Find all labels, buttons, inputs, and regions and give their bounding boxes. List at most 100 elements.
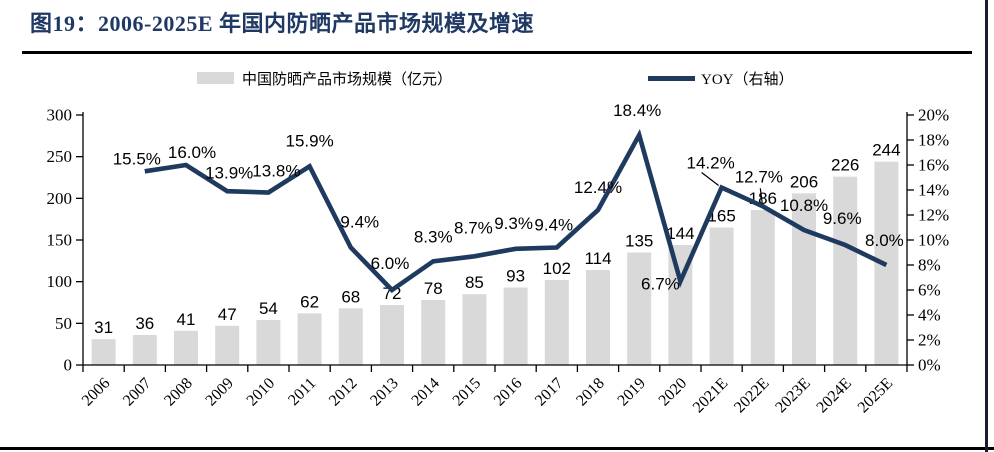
title-separator: [22, 51, 972, 54]
x-axis-category-label: 2021E: [690, 375, 732, 417]
yoy-value-label: 6.7%: [641, 274, 680, 293]
yoy-value-label: 16.0%: [168, 143, 216, 162]
bar: [132, 335, 157, 365]
x-axis-category-label: 2019: [614, 375, 649, 410]
right-axis-tick-label: 4%: [918, 306, 941, 325]
left-axis-tick-label: 100: [47, 272, 73, 291]
bar: [338, 308, 363, 365]
x-axis-category-label: 2007: [120, 375, 155, 410]
bar: [544, 280, 569, 365]
right-axis-tick-label: 16%: [918, 156, 949, 175]
legend-item-market-size: 中国防晒产品市场规模（亿元）: [197, 69, 453, 88]
x-axis-category-label: 2018: [573, 375, 608, 410]
right-axis-tick-label: 8%: [918, 256, 941, 275]
x-axis-category-label: 2014: [408, 375, 443, 410]
x-axis-category-label: 2017: [532, 375, 567, 410]
bar-value-label: 114: [584, 249, 611, 268]
bar: [380, 305, 404, 365]
legend-label-market-size: 中国防晒产品市场规模（亿元）: [242, 71, 453, 88]
left-axis-tick-label: 300: [47, 106, 73, 125]
bar: [215, 325, 240, 365]
x-axis-category-label: 2012: [326, 375, 361, 410]
bar-value-label: 226: [831, 156, 859, 175]
right-axis-tick-label: 14%: [918, 181, 949, 200]
yoy-value-label: 15.5%: [113, 149, 161, 168]
bar-value-label: 62: [300, 292, 319, 311]
right-axis-tick-label: 10%: [918, 231, 949, 250]
bar: [462, 294, 487, 365]
yoy-value-label: 9.6%: [823, 209, 862, 228]
x-axis-category-label: 2010: [244, 375, 279, 410]
x-axis-category-label: 2023E: [772, 375, 814, 417]
x-axis-category-label: 2011: [285, 375, 319, 409]
right-axis-tick-label: 2%: [918, 331, 941, 350]
x-axis-category-label: 2022E: [731, 375, 773, 417]
right-axis-tick-label: 12%: [918, 206, 949, 225]
bar: [503, 287, 528, 365]
yoy-value-label: 12.7%: [735, 167, 783, 186]
bar-value-label: 68: [341, 287, 360, 306]
x-axis-category-label: 2024E: [813, 375, 855, 417]
bar-value-label: 102: [543, 259, 571, 278]
x-axis-category-label: 2009: [202, 375, 237, 410]
yoy-value-label: 13.8%: [252, 162, 300, 181]
bar-value-label: 31: [94, 318, 113, 337]
bar: [421, 300, 446, 365]
bar-value-label: 47: [218, 305, 237, 324]
yoy-value-label: 13.9%: [205, 163, 253, 182]
line-legend-swatch: [648, 75, 695, 81]
yoy-value-label: 10.8%: [780, 196, 828, 215]
left-axis-tick-label: 0: [64, 356, 73, 375]
figure-title: 图19：2006-2025E 年国内防晒产品市场规模及增速: [30, 11, 535, 36]
yoy-value-label: 8.3%: [414, 227, 453, 246]
right-axis-tick-label: 18%: [918, 131, 949, 150]
bar-value-label: 244: [872, 141, 900, 160]
bar-value-label: 206: [790, 172, 818, 191]
x-axis-category-label: 2020: [656, 375, 691, 410]
x-axis-category-label: 2025E: [855, 375, 897, 417]
bar: [91, 339, 116, 365]
bar: [792, 193, 816, 365]
bar: [833, 176, 858, 365]
bar: [586, 270, 610, 365]
bar-value-label: 85: [465, 273, 484, 292]
bar-value-label: 135: [625, 232, 653, 251]
yoy-value-label: 15.9%: [285, 131, 333, 150]
yoy-value-label: 8.7%: [454, 218, 493, 237]
legend-label-yoy: YOY（右轴）: [701, 71, 794, 88]
bar-value-label: 54: [259, 299, 278, 318]
right-border: [985, 0, 988, 452]
yoy-value-label: 12.4%: [574, 178, 622, 197]
x-axis-category-label: 2013: [367, 375, 402, 410]
x-axis-category-label: 2016: [491, 375, 526, 410]
bar-value-label: 165: [707, 207, 735, 226]
yoy-value-label: 8.0%: [865, 231, 904, 250]
yoy-value-label: 14.2%: [686, 154, 734, 173]
bar-value-label: 36: [135, 314, 154, 333]
bar-value-label: 144: [666, 224, 694, 243]
yoy-value-label: 9.3%: [494, 214, 533, 233]
bar: [709, 227, 734, 365]
bar: [256, 320, 281, 365]
legend-item-yoy: YOY（右轴）: [648, 69, 794, 88]
x-axis-category-label: 2015: [450, 375, 485, 410]
right-axis-tick-label: 0%: [918, 356, 941, 375]
x-axis-category-label: 2008: [161, 375, 196, 410]
yoy-value-label: 6.0%: [371, 254, 410, 273]
yoy-line: [144, 128, 888, 294]
bar-legend-swatch: [197, 72, 234, 84]
bar: [174, 330, 198, 365]
yoy-value-label: 9.4%: [340, 213, 379, 232]
left-axis-tick-label: 200: [47, 189, 73, 208]
yoy-value-label: 18.4%: [613, 101, 661, 120]
bottom-border: [0, 447, 994, 450]
right-axis-tick-label: 20%: [918, 106, 949, 125]
yoy-value-label: 9.4%: [534, 216, 573, 235]
right-axis-tick-label: 6%: [918, 281, 941, 300]
yoy-label-leader: [759, 188, 763, 204]
left-axis-tick-label: 50: [55, 314, 72, 333]
bar-value-label: 41: [177, 310, 196, 329]
bar-value-label: 78: [424, 279, 443, 298]
bar: [297, 313, 322, 365]
